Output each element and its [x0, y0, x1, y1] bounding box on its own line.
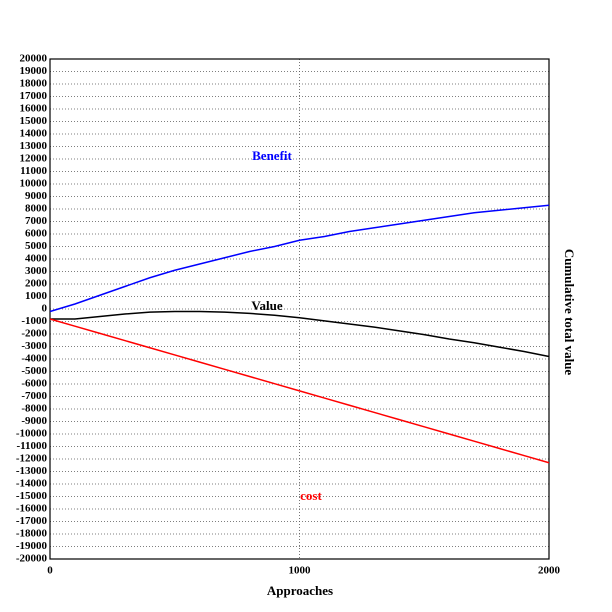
y-tick-label: 9000 [25, 190, 48, 202]
y-tick-label: -2000 [21, 328, 47, 340]
y-tick-label: 4000 [25, 253, 48, 265]
series-label: Value [251, 298, 283, 313]
y-tick-label: -10000 [16, 428, 48, 440]
y-tick-label: -13000 [16, 465, 48, 477]
x-tick-label: 2000 [538, 565, 561, 577]
y-tick-label: 6000 [25, 228, 48, 240]
y-tick-label: 10000 [20, 178, 48, 190]
y-tick-label: -18000 [16, 528, 48, 540]
y-tick-label: -16000 [16, 503, 48, 515]
y-tick-label: -3000 [21, 340, 47, 352]
y-tick-label: 14000 [20, 128, 48, 140]
y-tick-label: -20000 [16, 553, 48, 565]
series-line [49, 204, 550, 313]
y-tick-label: 17000 [20, 90, 48, 102]
y-tick-label: 7000 [25, 215, 48, 227]
y-tick-label: 8000 [25, 203, 48, 215]
y-tick-label: -19000 [16, 540, 48, 552]
y-tick-label: 5000 [25, 240, 48, 252]
x-tick-label: 0 [47, 565, 53, 577]
y-tick-label: -5000 [21, 365, 47, 377]
y-tick-label: 20000 [20, 53, 48, 65]
y-tick-label: 18000 [20, 78, 48, 90]
series-label: Benefit [252, 148, 292, 163]
series-label: cost [300, 488, 322, 503]
y-tick-label: -12000 [16, 453, 48, 465]
y-tick-label: 15000 [20, 115, 48, 127]
y-tick-label: -17000 [16, 515, 48, 527]
y-tick-label: -11000 [16, 440, 47, 452]
x-axis-title: Approaches [267, 583, 333, 598]
y-tick-label: 11000 [20, 165, 47, 177]
series-line [50, 310, 550, 358]
y-tick-label: 3000 [25, 265, 48, 277]
y-tick-label: 0 [42, 303, 48, 315]
y-tick-label: 2000 [25, 278, 48, 290]
y-tick-label: -4000 [21, 353, 47, 365]
x-tick-label: 1000 [289, 565, 312, 577]
y-tick-label: -8000 [21, 403, 47, 415]
series-line [49, 318, 550, 464]
plot-frame [49, 58, 550, 560]
y-tick-label: 13000 [20, 140, 48, 152]
y-axis-title: Cumulative total value [562, 249, 577, 376]
y-tick-label: -15000 [16, 490, 48, 502]
y-tick-label: 1000 [25, 290, 48, 302]
y-tick-label: -6000 [21, 378, 47, 390]
y-tick-label: 19000 [20, 65, 48, 77]
y-tick-label: -14000 [16, 478, 48, 490]
y-tick-label: -1000 [21, 315, 47, 327]
y-tick-label: -7000 [21, 390, 47, 402]
y-tick-label: 16000 [20, 103, 48, 115]
y-tick-label: 12000 [20, 153, 48, 165]
y-tick-label: -9000 [21, 415, 47, 427]
